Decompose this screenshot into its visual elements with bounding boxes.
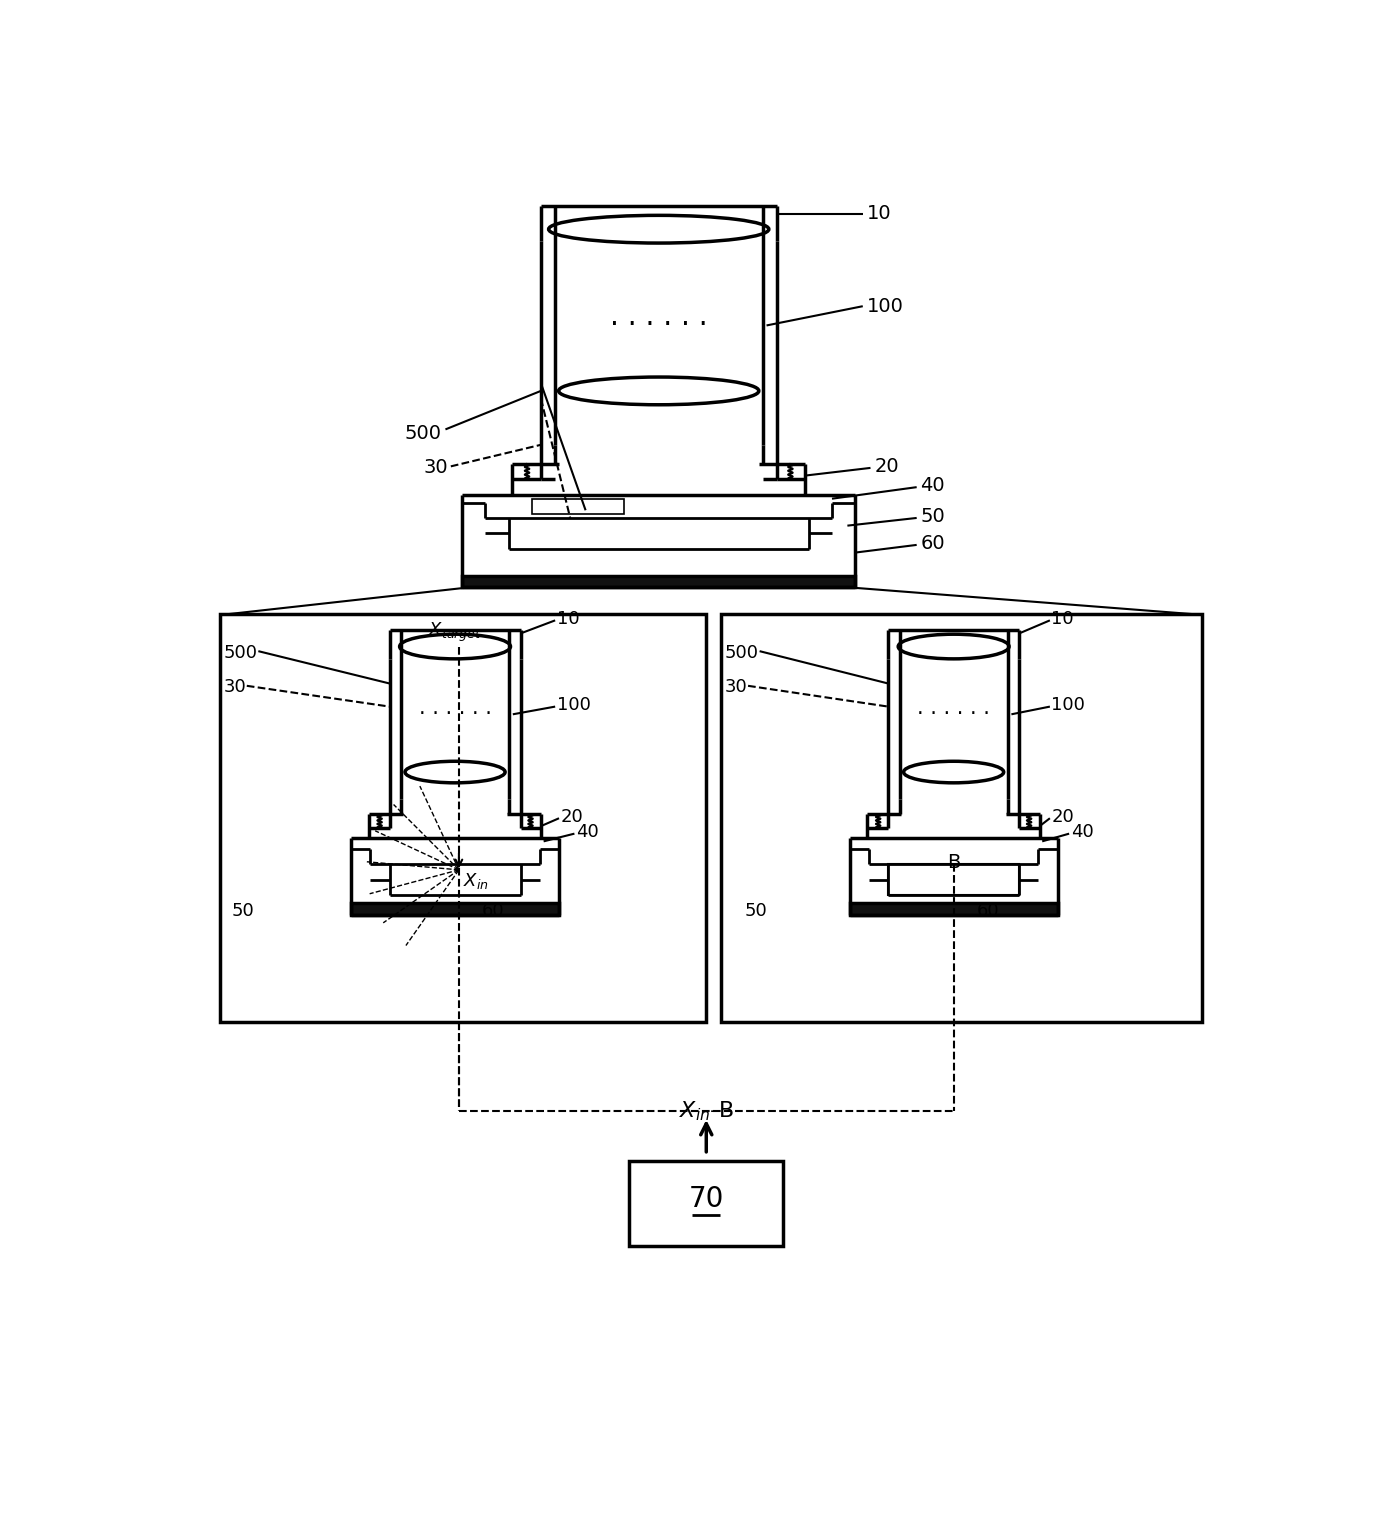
Text: 60: 60 [977, 901, 999, 920]
Text: · · · · · ·: · · · · · · [610, 311, 707, 340]
Text: 40: 40 [576, 824, 599, 842]
Text: 60: 60 [920, 534, 945, 554]
Text: 50: 50 [745, 901, 767, 920]
Text: 30: 30 [725, 679, 748, 697]
Text: $X_{target}$: $X_{target}$ [429, 621, 482, 644]
Text: 10: 10 [557, 610, 579, 628]
Bar [849, 903, 1058, 915]
Text: 50: 50 [920, 506, 945, 526]
Text: 500: 500 [725, 644, 759, 662]
Text: 10: 10 [867, 204, 891, 223]
Bar [462, 576, 855, 587]
Text: 50: 50 [231, 901, 255, 920]
Bar [888, 865, 1019, 895]
Bar [721, 615, 1201, 1022]
Text: 40: 40 [1070, 824, 1094, 842]
Text: 20: 20 [561, 808, 583, 825]
Bar [532, 499, 624, 514]
Text: 10: 10 [1051, 610, 1075, 628]
Text: B: B [947, 852, 960, 872]
Text: · · · · · ·: · · · · · · [419, 705, 491, 724]
Text: 40: 40 [920, 476, 945, 496]
Text: 30: 30 [425, 459, 448, 477]
Bar [629, 1161, 784, 1246]
Text: 20: 20 [874, 458, 899, 476]
Text: 100: 100 [867, 297, 903, 316]
Text: 60: 60 [482, 901, 505, 920]
Text: 30: 30 [224, 679, 246, 697]
Text: 500: 500 [224, 644, 258, 662]
Text: $X_{in}$-B: $X_{in}$-B [679, 1100, 734, 1122]
Text: · · · · · ·: · · · · · · [917, 705, 990, 724]
Text: 70: 70 [689, 1185, 724, 1214]
Text: $X_{in}$: $X_{in}$ [462, 871, 489, 892]
Text: 100: 100 [1051, 695, 1086, 714]
Text: 20: 20 [1051, 808, 1075, 825]
Text: 500: 500 [405, 424, 441, 442]
Bar [351, 903, 560, 915]
Bar [220, 615, 706, 1022]
Text: 100: 100 [557, 695, 590, 714]
